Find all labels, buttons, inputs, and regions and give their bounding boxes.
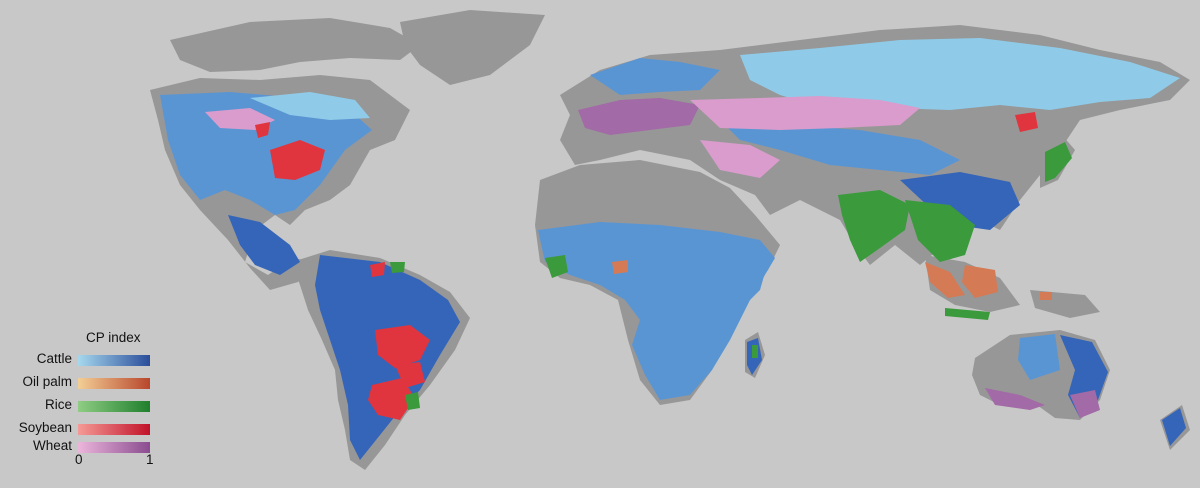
rice-region-java xyxy=(945,308,990,320)
legend-bar-wheat xyxy=(78,442,150,453)
oil-palm-region-borneo xyxy=(962,265,998,298)
landmass-canada-arctic xyxy=(170,18,420,72)
wheat-region-russia-kazakh xyxy=(690,96,920,130)
rice-region-west-africa xyxy=(545,255,568,278)
oil-palm-region-west-africa xyxy=(612,260,628,274)
map-legend: CP index Cattle Oil palm Rice Soybean Wh… xyxy=(4,326,154,476)
cattle-region-canada xyxy=(250,92,370,120)
cattle-region-central-america xyxy=(228,215,300,275)
legend-bar-soybean xyxy=(78,424,150,435)
wheat-region-australia-southeast xyxy=(1070,390,1100,418)
wheat-region-middle-east xyxy=(700,140,780,178)
cattle-region-china xyxy=(900,172,1020,230)
soybean-region-us-canada xyxy=(255,122,270,138)
legend-label-rice: Rice xyxy=(44,397,72,412)
rice-region-southeast-asia xyxy=(905,200,975,262)
oil-palm-region-papua xyxy=(1040,292,1052,300)
soybean-region-venezuela xyxy=(370,262,385,277)
cattle-region-east-africa xyxy=(725,255,770,310)
landmass-greenland xyxy=(400,10,545,85)
legend-label-soybean: Soybean xyxy=(18,420,72,435)
rice-region-japan xyxy=(1045,142,1072,182)
legend-label-wheat: Wheat xyxy=(32,438,72,453)
legend-label-oil-palm: Oil palm xyxy=(22,374,72,389)
rice-layer xyxy=(390,142,1072,410)
rice-region-brazil-south xyxy=(405,392,420,410)
soybean-region-brazil-cerrado xyxy=(375,325,430,368)
legend-bar-cattle xyxy=(78,355,150,366)
cattle-region-new-zealand xyxy=(1162,408,1186,446)
wheat-region-australia-south xyxy=(985,388,1045,410)
soybean-layer xyxy=(255,112,1038,420)
soybean-region-brazil-south xyxy=(368,378,415,420)
legend-title: CP index xyxy=(86,330,141,345)
cattle-region-central-asia xyxy=(720,120,960,175)
cattle-region-europe-north xyxy=(590,58,720,95)
soybean-region-russia-east xyxy=(1015,112,1038,132)
rice-region-guyana xyxy=(390,262,405,273)
legend-tick-max: 1 xyxy=(146,452,154,467)
oil-palm-layer xyxy=(612,260,1052,300)
soybean-region-us-midwest xyxy=(270,140,325,180)
legend-bar-rice xyxy=(78,401,150,412)
soybean-region-bolivia xyxy=(395,362,425,388)
cattle-region-africa-sahel xyxy=(538,222,775,400)
wheat-layer xyxy=(205,96,1100,418)
rice-region-madagascar xyxy=(752,345,758,358)
oil-palm-region-sumatra xyxy=(925,262,965,298)
cattle-region-siberia xyxy=(740,38,1180,110)
rice-region-india xyxy=(838,190,910,262)
legend-label-cattle: Cattle xyxy=(36,351,72,366)
wheat-region-europe xyxy=(578,98,700,135)
cattle-region-australia-north xyxy=(1018,334,1060,380)
legend-tick-min: 0 xyxy=(75,452,83,467)
cattle-region-north-america xyxy=(160,92,372,215)
legend-bar-oil-palm xyxy=(78,378,150,389)
